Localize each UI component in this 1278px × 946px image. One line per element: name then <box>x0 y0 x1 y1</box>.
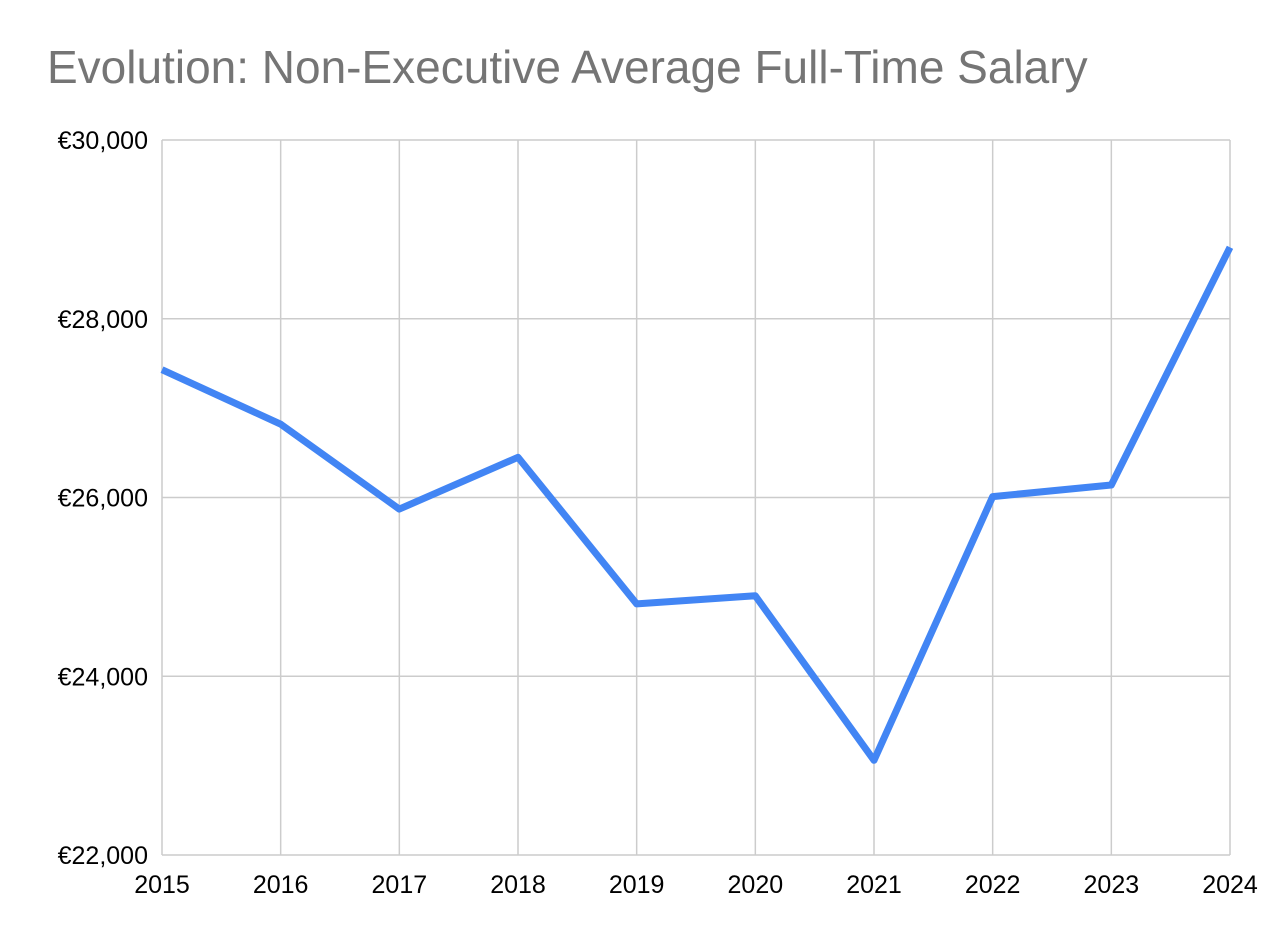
series <box>160 245 1234 764</box>
x-tick-label: 2022 <box>965 871 1021 899</box>
y-tick-label: €30,000 <box>58 127 148 155</box>
chart-title: Evolution: Non-Executive Average Full-Ti… <box>47 41 1088 93</box>
x-tick-label: 2017 <box>372 871 428 899</box>
x-tick-label: 2023 <box>1084 871 1140 899</box>
x-tick-label: 2021 <box>846 871 902 899</box>
x-axis-ticks: 2015 2016 2017 2018 2019 2020 2021 2022 2023 2024 <box>134 871 1258 899</box>
y-tick-label: €22,000 <box>58 842 148 870</box>
x-tick-label: 2018 <box>490 871 546 899</box>
y-tick-label: €28,000 <box>58 306 148 334</box>
x-tick-label: 2019 <box>609 871 665 899</box>
x-tick-label: 2015 <box>134 871 190 899</box>
y-tick-label: €26,000 <box>58 485 148 513</box>
series-line <box>160 245 1234 764</box>
y-tick-label: €24,000 <box>58 663 148 691</box>
grid <box>161 139 1231 856</box>
y-axis-ticks: €22,000 €24,000 €26,000 €28,000 €30,000 <box>58 127 148 870</box>
x-tick-label: 2020 <box>728 871 784 899</box>
x-tick-label: 2016 <box>253 871 309 899</box>
x-tick-label: 2024 <box>1202 871 1258 899</box>
